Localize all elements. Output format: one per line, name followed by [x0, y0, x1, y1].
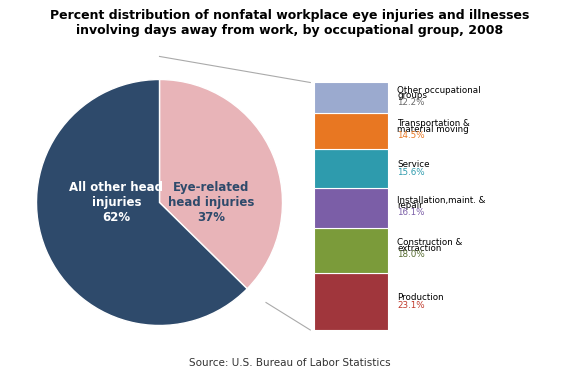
Text: 23.1%: 23.1% — [397, 301, 425, 310]
Bar — [314, 228, 388, 273]
Text: Construction &: Construction & — [397, 238, 463, 247]
Text: Production: Production — [397, 293, 444, 302]
Text: 12.2%: 12.2% — [397, 98, 425, 106]
Bar — [314, 273, 388, 330]
Bar — [314, 188, 388, 228]
Bar — [314, 113, 388, 149]
Wedge shape — [160, 80, 282, 289]
Text: Eye-related
head injuries
37%: Eye-related head injuries 37% — [168, 181, 255, 224]
Text: groups: groups — [397, 91, 427, 100]
Text: Installation,maint. &: Installation,maint. & — [397, 196, 485, 205]
Text: All other head
injuries
62%: All other head injuries 62% — [70, 181, 164, 224]
Text: Source: U.S. Bureau of Labor Statistics: Source: U.S. Bureau of Labor Statistics — [189, 357, 391, 368]
Bar — [314, 82, 388, 113]
Text: material moving: material moving — [397, 124, 469, 134]
Text: 15.6%: 15.6% — [397, 168, 425, 177]
Text: Other occupational: Other occupational — [397, 86, 481, 94]
Text: Transportation &: Transportation & — [397, 119, 470, 128]
Text: 18.0%: 18.0% — [397, 250, 425, 259]
Bar — [314, 149, 388, 188]
Wedge shape — [37, 80, 247, 326]
Text: extraction: extraction — [397, 244, 442, 253]
Text: 16.1%: 16.1% — [397, 208, 425, 217]
Text: Service: Service — [397, 160, 430, 169]
Text: repair: repair — [397, 201, 423, 210]
Text: Percent distribution of nonfatal workplace eye injuries and illnesses
involving : Percent distribution of nonfatal workpla… — [50, 9, 530, 38]
Text: 14.5%: 14.5% — [397, 131, 425, 140]
